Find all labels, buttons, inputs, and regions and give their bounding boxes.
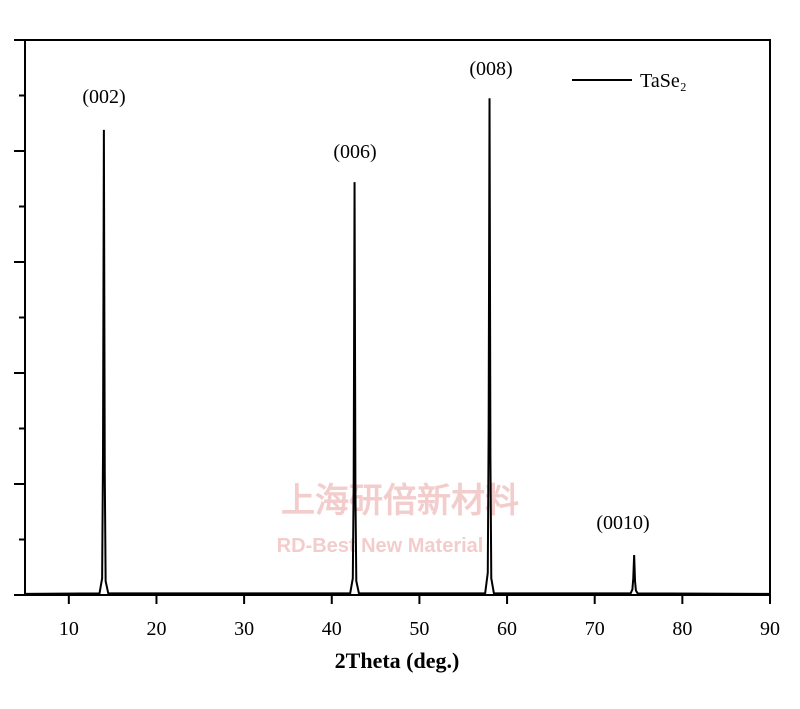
x-tick-label: 70 xyxy=(585,618,605,640)
peak-annotation: (008) xyxy=(469,58,512,80)
watermark: RD-Best New Material xyxy=(277,535,484,557)
x-tick-label: 90 xyxy=(760,618,780,640)
x-tick-label: 10 xyxy=(59,618,79,640)
peak-annotation: (006) xyxy=(333,141,376,163)
x-tick-label: 30 xyxy=(234,618,254,640)
x-tick-label: 50 xyxy=(409,618,429,640)
x-tick-label: 60 xyxy=(497,618,517,640)
peak-annotation: (002) xyxy=(82,86,125,108)
series-line xyxy=(24,98,771,595)
x-tick-label: 20 xyxy=(146,618,166,640)
legend-label: TaSe₂ xyxy=(640,70,687,92)
peak-annotation: (0010) xyxy=(596,512,649,534)
x-tick-label: 80 xyxy=(672,618,692,640)
x-tick-label: 40 xyxy=(322,618,342,640)
x-axis-label: 2Theta (deg.) xyxy=(335,648,460,673)
watermark: 上海研倍新材料 xyxy=(281,481,519,521)
